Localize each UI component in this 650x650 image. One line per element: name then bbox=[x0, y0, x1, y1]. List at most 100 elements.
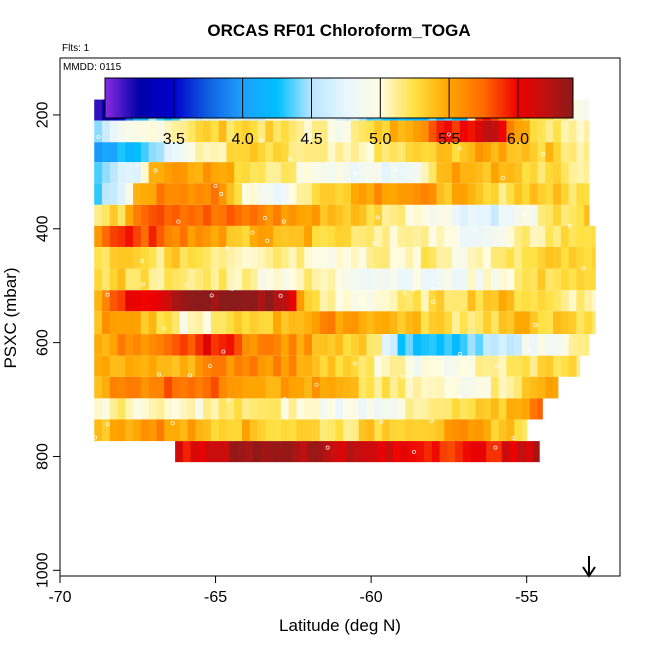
heatmap-cell bbox=[182, 441, 192, 463]
heatmap-cell bbox=[288, 246, 298, 269]
heatmap-cell bbox=[467, 162, 476, 184]
heatmap-cell bbox=[350, 120, 360, 143]
heatmap-cell bbox=[532, 441, 540, 463]
heatmap-cell bbox=[280, 162, 290, 184]
heatmap-cell bbox=[179, 162, 189, 184]
heatmap-cell bbox=[273, 142, 282, 163]
heatmap-cell bbox=[483, 120, 492, 143]
sample-point bbox=[325, 445, 330, 450]
heatmap-cell bbox=[475, 225, 484, 247]
heatmap-cell bbox=[506, 204, 515, 226]
sample-point bbox=[500, 175, 505, 180]
heatmap-cell bbox=[102, 398, 111, 420]
heatmap-cell bbox=[475, 246, 484, 269]
heatmap-cell bbox=[592, 225, 596, 247]
heatmap-cell bbox=[475, 268, 484, 291]
heatmap-cell bbox=[179, 120, 189, 143]
heatmap-cell bbox=[237, 441, 246, 463]
heatmap-cell bbox=[109, 334, 119, 356]
heatmap-cell bbox=[397, 311, 406, 335]
sample-point bbox=[411, 287, 416, 292]
heatmap-cell bbox=[358, 246, 368, 269]
heatmap-cell bbox=[140, 142, 150, 163]
heatmap-cell bbox=[203, 120, 212, 143]
heatmap-cell bbox=[319, 419, 329, 442]
sample-point bbox=[394, 168, 399, 173]
heatmap-cell bbox=[203, 268, 212, 291]
sample-point bbox=[93, 435, 97, 440]
heatmap-cell bbox=[405, 204, 414, 226]
heatmap-cell bbox=[175, 441, 184, 463]
heatmap-cell bbox=[187, 419, 196, 442]
heatmap-cell bbox=[568, 142, 578, 163]
heatmap-cell bbox=[568, 183, 578, 205]
heatmap-cell bbox=[288, 162, 298, 184]
heatmap-cell bbox=[229, 441, 238, 463]
heatmap-cell bbox=[358, 120, 368, 143]
heatmap-cell bbox=[506, 398, 515, 420]
heatmap-cell bbox=[117, 419, 126, 442]
heatmap-cell bbox=[483, 183, 492, 205]
heatmap-cell bbox=[210, 376, 220, 399]
heatmap-cell bbox=[545, 183, 554, 205]
heatmap-cell bbox=[327, 142, 336, 163]
sample-point bbox=[213, 183, 218, 188]
heatmap-cell bbox=[405, 142, 414, 163]
heatmap-cell bbox=[164, 246, 173, 269]
heatmap-cell bbox=[366, 225, 375, 247]
heatmap-cell bbox=[405, 268, 414, 291]
heatmap-cell bbox=[553, 162, 562, 184]
heatmap-cell bbox=[102, 355, 111, 377]
heatmap-cell bbox=[133, 398, 142, 420]
heatmap-cell bbox=[179, 376, 189, 399]
heatmap-cell bbox=[428, 225, 438, 247]
heatmap-cell bbox=[265, 268, 274, 291]
heatmap-cell bbox=[576, 355, 581, 377]
heatmap-cell bbox=[478, 441, 487, 463]
heatmap-cell bbox=[203, 334, 212, 356]
heatmap-cell bbox=[576, 162, 585, 184]
heatmap-cell bbox=[444, 334, 453, 356]
heatmap-cell bbox=[296, 204, 305, 226]
heatmap-cell bbox=[179, 398, 189, 420]
heatmap-cell bbox=[288, 225, 298, 247]
heatmap-cell bbox=[366, 376, 375, 399]
heatmap-cell bbox=[420, 162, 430, 184]
heatmap-cell bbox=[195, 355, 204, 377]
heatmap-cell bbox=[296, 398, 305, 420]
heatmap-cell bbox=[467, 376, 476, 399]
y-tick-label: 400 bbox=[35, 215, 52, 242]
heatmap-cell bbox=[553, 355, 562, 377]
heatmap-cell bbox=[514, 398, 523, 420]
heatmap-cell bbox=[140, 376, 150, 399]
heatmap-cell bbox=[428, 311, 438, 335]
heatmap-cell bbox=[156, 398, 165, 420]
heatmap-cell bbox=[413, 183, 422, 205]
heatmap-cell bbox=[374, 376, 383, 399]
sample-point bbox=[259, 138, 264, 143]
heatmap-cell bbox=[335, 225, 344, 247]
heatmap-cell bbox=[187, 246, 196, 269]
heatmap-cell bbox=[467, 355, 476, 377]
heatmap-cell bbox=[475, 311, 484, 335]
heatmap-cell bbox=[358, 225, 368, 247]
heatmap-cell bbox=[366, 311, 375, 335]
heatmap-cell bbox=[467, 204, 476, 226]
heatmap-cell bbox=[522, 398, 531, 420]
heatmap-cell bbox=[374, 183, 383, 205]
heatmap-cell bbox=[226, 268, 235, 291]
heatmap-cell bbox=[172, 311, 181, 335]
heatmap-cell bbox=[553, 290, 562, 312]
heatmap-cell bbox=[522, 162, 531, 184]
heatmap-cell bbox=[506, 355, 515, 377]
heatmap-cell bbox=[148, 142, 158, 163]
heatmap-cell bbox=[467, 142, 476, 163]
heatmap-cell bbox=[187, 376, 196, 399]
y-tick-label: 600 bbox=[35, 329, 52, 356]
heatmap-cell bbox=[486, 441, 495, 463]
heatmap-cell bbox=[172, 142, 181, 163]
heatmap-cell bbox=[584, 225, 593, 247]
heatmap-cell bbox=[148, 398, 158, 420]
colorbar-tick-label: 5.0 bbox=[369, 131, 391, 148]
sample-point bbox=[315, 134, 320, 139]
